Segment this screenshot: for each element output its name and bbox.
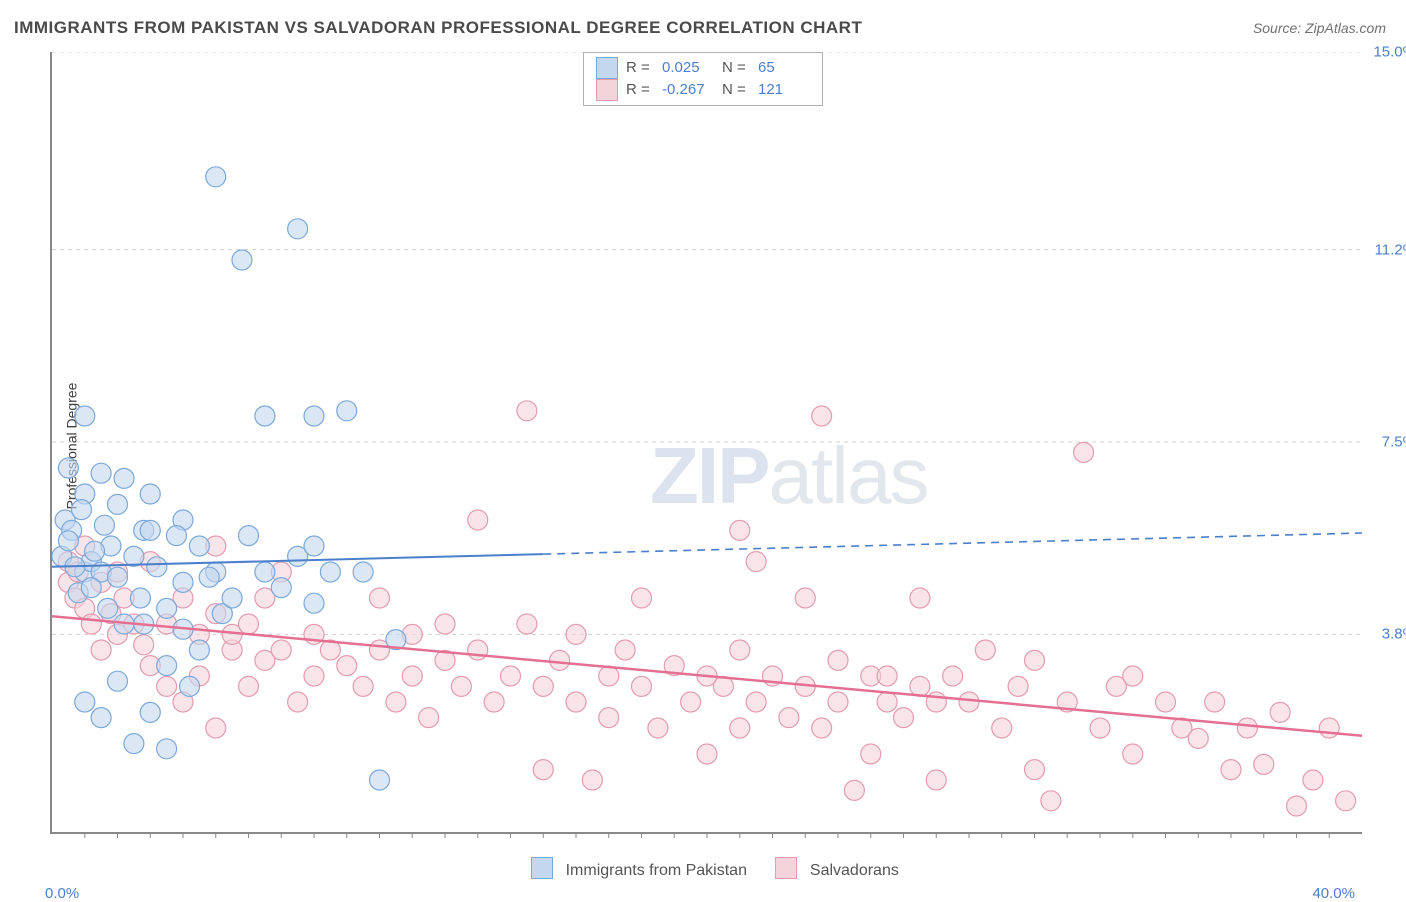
y-tick-label: 15.0% — [1373, 44, 1406, 61]
legend-swatch-pakistan — [596, 57, 618, 79]
legend-row-salvadoran: R = -0.267 N = 121 — [596, 79, 810, 101]
legend-swatch-salvadoran — [596, 79, 618, 101]
x-tick-max: 40.0% — [1312, 885, 1355, 902]
axis-labels: 0.0% 40.0% — [50, 832, 1360, 872]
source-label: Source: ZipAtlas.com — [1253, 20, 1386, 36]
legend-r-value-salvadoran: -0.267 — [662, 79, 714, 101]
legend-n-value-pakistan: 65 — [758, 57, 810, 79]
y-tick-label: 3.8% — [1382, 626, 1406, 643]
plot-area: 3.8%7.5%11.2%15.0% — [50, 52, 1362, 834]
y-tick-label: 11.2% — [1375, 241, 1406, 258]
legend-row-pakistan: R = 0.025 N = 65 — [596, 57, 810, 79]
chart-title: IMMIGRANTS FROM PAKISTAN VS SALVADORAN P… — [14, 18, 862, 38]
legend-n-label: N = — [722, 57, 750, 79]
y-tick-label: 7.5% — [1382, 434, 1406, 451]
correlation-legend: R = 0.025 N = 65 R = -0.267 N = 121 — [583, 52, 823, 106]
scatter-layer — [52, 52, 1362, 832]
legend-n-label: N = — [722, 79, 750, 101]
legend-r-value-pakistan: 0.025 — [662, 57, 714, 79]
legend-r-label: R = — [626, 57, 654, 79]
x-tick-min: 0.0% — [45, 885, 79, 902]
legend-r-label: R = — [626, 79, 654, 101]
legend-n-value-salvadoran: 121 — [758, 79, 810, 101]
